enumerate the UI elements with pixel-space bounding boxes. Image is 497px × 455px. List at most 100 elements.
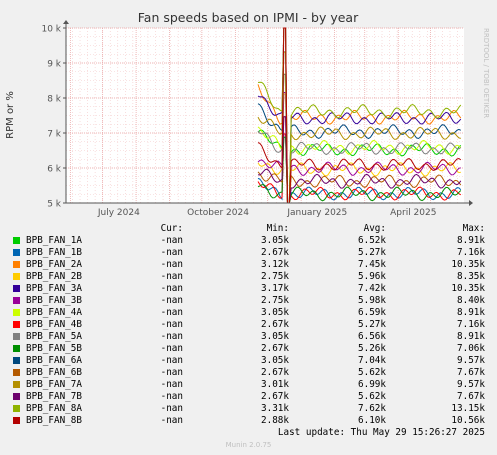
legend-min: 2.67k — [261, 247, 289, 258]
legend-max: 8.35k — [457, 271, 485, 282]
chart-title: Fan speeds based on IPMI - by year — [138, 10, 359, 25]
legend-cur: -nan — [160, 247, 183, 258]
legend-swatch — [13, 297, 20, 304]
legend-cur: -nan — [160, 355, 183, 366]
legend-avg: 5.98k — [358, 295, 386, 306]
legend-min: 3.31k — [261, 403, 289, 414]
legend-min: 2.67k — [261, 319, 289, 330]
legend-cur: -nan — [160, 331, 183, 342]
legend-max: 8.91k — [457, 307, 485, 318]
legend-max: 13.15k — [451, 403, 485, 414]
legend-swatch — [13, 249, 20, 256]
legend-max: 10.35k — [451, 259, 485, 270]
legend-swatch — [13, 405, 20, 412]
legend-swatch — [13, 333, 20, 340]
legend-cur: -nan — [160, 403, 183, 414]
legend-max: 7.16k — [457, 319, 485, 330]
legend-swatch — [13, 285, 20, 292]
legend-series-name: BPB_FAN_6A — [26, 355, 82, 366]
legend-swatch — [13, 321, 20, 328]
legend-row: BPB_FAN_3B -nan 2.75k 5.98k 8.40k — [0, 295, 497, 307]
legend-avg: 7.04k — [358, 355, 386, 366]
legend-cur: -nan — [160, 343, 183, 354]
y-tick-label: 6 k — [47, 165, 62, 175]
x-tick-label: October 2024 — [187, 208, 249, 218]
legend-swatch — [13, 309, 20, 316]
y-tick-label: 8 k — [47, 95, 62, 105]
last-update: Last update: Thu May 29 15:26:27 2025 — [277, 427, 485, 438]
rrdtool-credit: RRDTOOL / TOBI OETIKER — [482, 28, 490, 118]
series-line — [257, 116, 462, 204]
legend-min: 3.05k — [261, 355, 289, 366]
legend-min: 3.12k — [261, 259, 289, 270]
legend-avg: 7.45k — [358, 259, 386, 270]
legend-series-name: BPB_FAN_4B — [26, 319, 82, 330]
series-line — [257, 133, 462, 204]
series-line — [257, 51, 461, 204]
legend-avg: 5.62k — [358, 391, 386, 402]
legend-row: BPB_FAN_2A -nan 3.12k 7.45k 10.35k — [0, 259, 497, 271]
series-line — [257, 27, 462, 204]
legend-series-name: BPB_FAN_7A — [26, 379, 82, 390]
legend-avg: 6.56k — [358, 331, 386, 342]
legend-series-name: BPB_FAN_3A — [26, 283, 82, 294]
legend-min: 3.05k — [261, 235, 289, 246]
legend-min: 2.75k — [261, 271, 289, 282]
legend-header-min: Min: — [266, 223, 289, 234]
legend-swatch — [13, 417, 20, 424]
series-line — [257, 27, 462, 204]
y-axis-label: RPM or % — [5, 91, 16, 139]
legend-swatch — [13, 393, 20, 400]
legend-avg: 5.26k — [358, 343, 386, 354]
legend-series-name: BPB_FAN_1B — [26, 247, 82, 258]
legend-series-name: BPB_FAN_3B — [26, 295, 82, 306]
legend-row: BPB_FAN_2B -nan 2.75k 5.96k 8.35k — [0, 271, 497, 283]
y-tick-label: 10 k — [41, 25, 61, 35]
legend-avg: 5.27k — [358, 247, 386, 258]
legend-swatch — [13, 273, 20, 280]
legend-cur: -nan — [160, 295, 183, 306]
legend-max: 9.57k — [457, 355, 485, 366]
legend-series-name: BPB_FAN_5B — [26, 343, 82, 354]
legend-series-name: BPB_FAN_2A — [26, 259, 82, 270]
legend-avg: 6.10k — [358, 415, 386, 426]
legend-avg: 6.52k — [358, 235, 386, 246]
legend-max: 8.91k — [457, 331, 485, 342]
legend-max: 7.67k — [457, 391, 485, 402]
legend-row: BPB_FAN_3A -nan 3.17k 7.42k 10.35k — [0, 283, 497, 295]
legend-row: BPB_FAN_1A -nan 3.05k 6.52k 8.91k — [0, 235, 497, 247]
legend-avg: 5.96k — [358, 271, 386, 282]
legend-swatch — [13, 357, 20, 364]
x-tick-label: July 2024 — [97, 208, 140, 218]
legend-series-name: BPB_FAN_5A — [26, 331, 82, 342]
legend-row: BPB_FAN_8B -nan 2.88k 6.10k 10.56k — [0, 415, 497, 427]
legend-avg: 5.27k — [358, 319, 386, 330]
legend-row: BPB_FAN_4B -nan 2.67k 5.27k 7.16k — [0, 319, 497, 331]
legend-max: 10.56k — [451, 415, 485, 426]
legend-row: BPB_FAN_8A -nan 3.31k 7.62k 13.15k — [0, 403, 497, 415]
legend-swatch — [13, 369, 20, 376]
legend-header-avg: Avg: — [363, 223, 386, 234]
legend-series-name: BPB_FAN_7B — [26, 391, 82, 402]
legend-min: 2.67k — [261, 343, 289, 354]
legend-min: 2.67k — [261, 367, 289, 378]
legend-avg: 7.42k — [358, 283, 386, 294]
legend-cur: -nan — [160, 283, 183, 294]
x-tick-label: January 2025 — [286, 208, 347, 218]
y-tick-label: 5 k — [47, 200, 62, 210]
legend-series-name: BPB_FAN_8B — [26, 415, 82, 426]
series-line — [257, 92, 461, 204]
legend-swatch — [13, 381, 20, 388]
legend-header-cur: Cur: — [160, 223, 183, 234]
legend-min: 3.17k — [261, 283, 289, 294]
legend-min: 3.01k — [261, 379, 289, 390]
legend-row: BPB_FAN_6A -nan 3.05k 7.04k 9.57k — [0, 355, 497, 367]
legend-series-name: BPB_FAN_8A — [26, 403, 82, 414]
legend-cur: -nan — [160, 379, 183, 390]
legend-row: BPB_FAN_7A -nan 3.01k 6.99k 9.57k — [0, 379, 497, 391]
x-tick-label: April 2025 — [390, 208, 436, 218]
legend-series-name: BPB_FAN_2B — [26, 271, 82, 282]
legend-cur: -nan — [160, 415, 183, 426]
legend-row: BPB_FAN_4A -nan 3.05k 6.59k 8.91k — [0, 307, 497, 319]
